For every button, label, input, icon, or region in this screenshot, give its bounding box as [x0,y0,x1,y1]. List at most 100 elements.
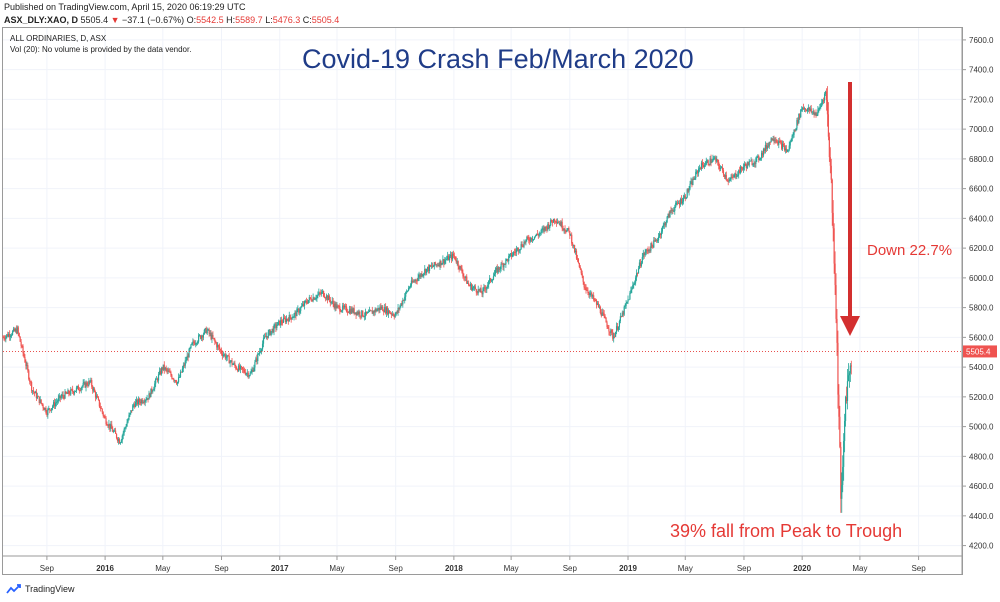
candle-body [551,219,553,223]
candle-body [156,378,159,381]
candle-body [333,303,335,308]
candle-body [630,290,632,293]
candle-body [194,343,196,345]
candle-body [284,318,287,322]
candle-body [459,266,461,270]
candle-body [669,210,671,218]
candle-body [230,360,232,362]
candle-body [216,343,218,348]
candle-body [291,317,293,320]
candle-body [490,278,492,282]
candle-body [56,401,58,403]
candle-body [236,368,238,370]
last-price: 5505.4 [80,15,109,25]
candle-body [137,399,140,405]
candle-body [348,309,350,313]
candle-body [176,382,178,384]
candle-body [818,108,820,110]
candle-body [784,148,787,151]
candle-body [395,312,397,315]
candle-body [358,311,360,315]
candle-body [684,195,686,199]
candle-body [695,171,697,179]
candle-body [389,313,392,315]
candle-body [623,306,625,315]
candle-body [171,375,173,379]
candle-body [487,284,489,287]
candle-body [708,164,710,166]
candle-body [378,307,380,311]
candle-body [599,306,601,314]
candle-body [287,319,289,322]
candle-body [114,430,116,432]
candle-body [196,343,198,345]
candle-body [180,371,183,373]
candle-body [351,308,353,313]
candle-body [91,380,93,387]
candle-body [371,310,373,314]
candle-body [368,310,371,313]
candle-body [415,279,417,281]
candle-body [240,366,242,370]
candle-body [527,236,529,239]
candle-body [703,165,705,167]
y-tick-label: 4400.0 [969,512,994,521]
candle-body [314,298,316,300]
candle-body [562,228,564,230]
candle-body [542,228,544,230]
candle-body [604,316,606,318]
candle-body [346,311,349,313]
candle-body [432,266,434,268]
candle-body [589,293,591,295]
candle-body [266,336,268,338]
candle-body [263,336,266,339]
candle-body [264,336,267,338]
candle-body [771,138,773,141]
candle-body [531,239,534,241]
candle-body [123,428,125,433]
tradingview-brand[interactable]: TradingView [6,584,75,594]
candle-body [637,268,640,274]
candle-body [508,256,510,262]
candle-body [745,165,747,169]
candle-body [80,387,82,391]
candle-body [466,276,468,284]
candle-body [221,353,224,356]
candle-body [494,269,496,274]
candle-body [98,399,100,407]
candle-body [17,327,19,334]
candle-body [182,365,184,369]
candle-body [450,254,453,260]
candle-body [39,399,41,404]
candle-body [468,283,470,286]
candle-body [302,304,305,306]
candle-body [243,369,246,373]
candle-body [437,264,439,266]
candle-body [409,285,412,288]
candle-body [633,284,635,286]
candle-body [773,139,775,141]
candle-body [211,334,213,340]
candle-body [572,243,574,246]
candle-body [471,287,474,291]
candle-body [676,202,678,204]
candle-body [667,213,669,217]
candle-body [438,264,440,267]
candle-body [419,274,421,277]
candle-body [104,416,106,419]
candle-body [713,157,715,159]
candle-body [702,165,705,167]
candle-body [802,107,804,110]
candle-body [610,329,612,333]
candle-body [90,380,92,382]
candle-body [245,373,247,375]
candle-body [691,181,693,186]
candle-body [515,249,517,253]
candle-body [71,389,73,391]
candle-body [106,423,108,426]
candle-body [799,113,801,118]
candle-body [577,259,579,263]
candle-body [53,402,56,407]
candle-body [762,148,765,156]
